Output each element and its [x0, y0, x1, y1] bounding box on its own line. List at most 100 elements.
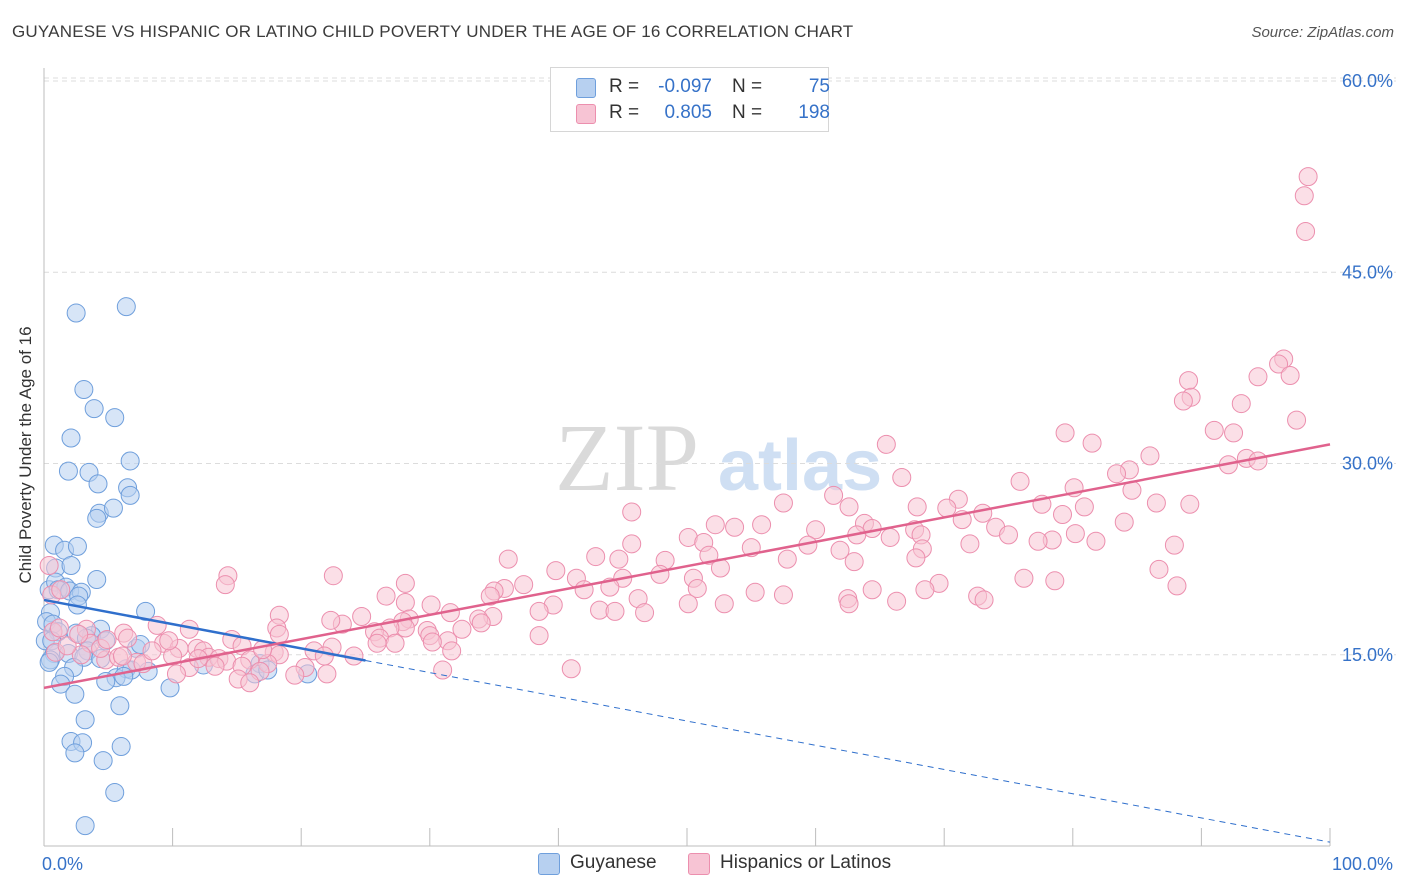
- data-point-hispanic: [240, 673, 260, 693]
- data-point-guyanese: [88, 474, 108, 494]
- data-point-hispanic: [421, 595, 441, 615]
- data-point-hispanic: [915, 580, 935, 600]
- data-point-hispanic: [1149, 559, 1169, 579]
- data-point-guyanese: [61, 556, 81, 575]
- data-point-hispanic: [839, 497, 859, 517]
- data-point-hispanic: [422, 632, 442, 652]
- data-point-hispanic: [498, 549, 518, 569]
- data-point-guyanese: [103, 498, 123, 518]
- n-value: 75: [808, 76, 830, 97]
- data-point-hispanic: [622, 534, 642, 554]
- guyanese-swatch: [538, 853, 560, 875]
- data-point-hispanic: [844, 552, 864, 572]
- data-point-hispanic: [1248, 367, 1268, 387]
- x-tick-label: 100.0%: [1332, 854, 1393, 874]
- data-point-hispanic: [773, 585, 793, 605]
- data-point-hispanic: [142, 641, 162, 661]
- data-point-hispanic: [215, 575, 235, 595]
- data-point-guyanese: [116, 297, 136, 317]
- data-point-hispanic: [1164, 535, 1184, 555]
- data-point-hispanic: [118, 628, 138, 648]
- data-point-hispanic: [529, 626, 549, 646]
- data-point-hispanic: [285, 665, 305, 685]
- data-point-hispanic: [471, 613, 491, 633]
- n-value: 198: [798, 102, 830, 123]
- y-tick-label: 30.0%: [1342, 454, 1393, 474]
- data-point-hispanic: [1180, 494, 1200, 514]
- data-point-hispanic: [1296, 221, 1316, 241]
- n-label: N =: [732, 102, 763, 123]
- data-point-hispanic: [609, 549, 629, 569]
- data-point-hispanic: [433, 660, 453, 680]
- data-point-hispanic: [605, 601, 625, 621]
- data-point-guyanese: [93, 751, 113, 771]
- data-point-guyanese: [75, 816, 95, 836]
- data-point-guyanese: [67, 536, 87, 556]
- data-point-hispanic: [1055, 423, 1075, 443]
- data-point-hispanic: [999, 525, 1018, 545]
- data-point-hispanic: [546, 561, 566, 581]
- y-axis-label: Child Poverty Under the Age of 16: [16, 326, 35, 584]
- data-point-hispanic: [876, 434, 896, 454]
- data-point-guyanese: [65, 743, 85, 763]
- data-point-hispanic: [862, 580, 882, 600]
- data-point-hispanic: [452, 619, 472, 639]
- r-label: R =: [609, 76, 640, 97]
- data-point-hispanic: [71, 645, 91, 665]
- y-tick-label: 60.0%: [1342, 71, 1393, 91]
- axes: [43, 68, 1331, 847]
- data-point-hispanic: [960, 534, 980, 554]
- data-point-guyanese: [58, 461, 78, 481]
- data-point-hispanic: [317, 664, 337, 684]
- data-point-hispanic: [1204, 420, 1224, 440]
- data-point-guyanese: [74, 380, 94, 400]
- data-point-hispanic: [561, 659, 581, 679]
- data-point-hispanic: [395, 592, 415, 612]
- data-point-hispanic: [480, 586, 500, 606]
- data-point-hispanic: [773, 493, 793, 513]
- data-point-hispanic: [1140, 446, 1160, 466]
- watermark-zip: ZIP: [555, 404, 699, 511]
- guyanese-points: [35, 297, 318, 836]
- data-point-guyanese: [110, 696, 130, 716]
- data-point-hispanic: [442, 641, 462, 661]
- data-point-hispanic: [1146, 493, 1166, 513]
- data-point-hispanic: [906, 548, 926, 568]
- data-point-hispanic: [635, 603, 655, 623]
- data-point-hispanic: [752, 515, 772, 535]
- data-point-guyanese: [75, 710, 95, 730]
- data-point-hispanic: [97, 629, 117, 649]
- data-point-hispanic: [205, 656, 225, 676]
- data-point-hispanic: [1053, 505, 1073, 524]
- data-point-hispanic: [678, 594, 698, 614]
- chart-title: GUYANESE VS HISPANIC OR LATINO CHILD POV…: [12, 22, 854, 41]
- data-point-hispanic: [839, 594, 859, 614]
- data-point-guyanese: [136, 601, 156, 621]
- data-point-hispanic: [112, 646, 132, 666]
- data-point-hispanic: [321, 610, 341, 630]
- data-point-hispanic: [699, 545, 719, 565]
- data-point-hispanic: [269, 624, 289, 644]
- data-point-hispanic: [777, 549, 797, 569]
- data-point-hispanic: [973, 503, 993, 523]
- data-point-hispanic: [385, 633, 405, 653]
- legend-label: Guyanese: [570, 852, 657, 873]
- data-point-hispanic: [880, 527, 900, 547]
- data-point-hispanic: [650, 564, 670, 584]
- data-point-hispanic: [1014, 568, 1034, 588]
- data-point-hispanic: [57, 636, 77, 656]
- data-point-hispanic: [830, 540, 850, 560]
- data-point-hispanic: [1294, 186, 1314, 206]
- guyanese-swatch: [576, 78, 596, 98]
- hispanic-swatch: [576, 104, 596, 124]
- data-point-hispanic: [687, 578, 707, 598]
- data-point-guyanese: [84, 399, 104, 419]
- data-point-guyanese: [105, 782, 125, 802]
- data-point-guyanese: [120, 451, 140, 471]
- r-label: R =: [609, 102, 640, 123]
- data-point-hispanic: [725, 517, 745, 537]
- data-point-hispanic: [69, 624, 89, 644]
- data-point-hispanic: [714, 594, 734, 614]
- data-point-hispanic: [1173, 391, 1193, 411]
